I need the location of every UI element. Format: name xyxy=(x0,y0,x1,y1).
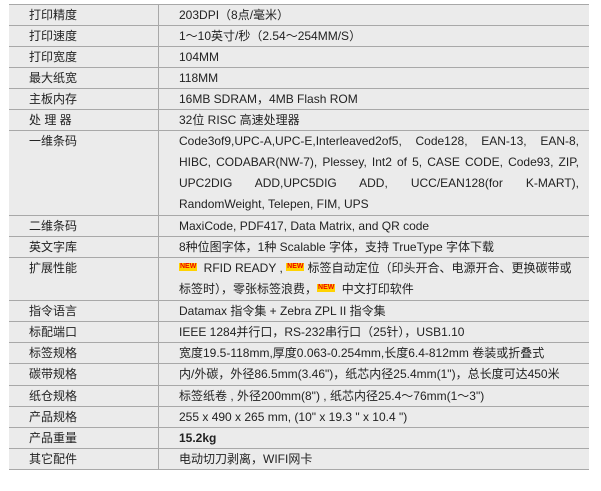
table-row: 一维条码 Code3of9,UPC-A,UPC-E,Interleaved2of5… xyxy=(9,130,589,216)
spec-value: 118MM xyxy=(158,67,589,89)
new-badge-icon: NEW xyxy=(286,263,305,271)
spec-value: 104MM xyxy=(158,46,589,68)
spec-value: 8种位图字体，1种 Scalable 字体，支持 TrueType 字体下载 xyxy=(158,236,589,258)
spec-label: 标签规格 xyxy=(9,342,159,364)
spec-label: 打印速度 xyxy=(9,25,159,47)
table-row: 纸仓规格 标签纸卷 , 外径200mm(8") , 纸芯内径25.4～76mm(1… xyxy=(9,385,589,407)
spec-label: 打印精度 xyxy=(9,4,159,26)
spec-label: 扩展性能 xyxy=(9,257,159,301)
spec-label: 纸仓规格 xyxy=(9,385,159,407)
spec-label: 打印宽度 xyxy=(9,46,159,68)
spec-table: 打印精度 203DPI（8点/毫米） 打印速度 1～10英寸/秒（2.54～254M… xyxy=(9,4,589,470)
table-row: 产品规格 255 x 490 x 265 mm, (10" x 19.3 " x … xyxy=(9,406,589,428)
spec-label: 产品规格 xyxy=(9,406,159,428)
table-row: 标签规格 宽度19.5-118mm,厚度0.063-0.254mm,长度6.4-8… xyxy=(9,342,589,364)
spec-value: Code3of9,UPC-A,UPC-E,Interleaved2of5, Co… xyxy=(179,134,579,211)
spec-label: 最大纸宽 xyxy=(9,67,159,89)
spec-value: NEW RFID READY , NEW 标签自动定位（印头开合、电源开合、更换碳… xyxy=(179,258,579,300)
table-row: 扩展性能 NEW RFID READY , NEW 标签自动定位（印头开合、电源开合… xyxy=(9,257,589,301)
spec-label: 英文字库 xyxy=(9,236,159,258)
spec-value: 203DPI（8点/毫米） xyxy=(158,4,589,26)
spec-value: MaxiCode, PDF417, Data Matrix, and QR co… xyxy=(158,215,589,237)
spec-value: 宽度19.5-118mm,厚度0.063-0.254mm,长度6.4-812mm… xyxy=(158,342,589,364)
table-row: 二维条码 MaxiCode, PDF417, Data Matrix, and Q… xyxy=(9,215,589,237)
table-row: 最大纸宽 118MM xyxy=(9,67,589,89)
spec-label: 碳带规格 xyxy=(9,363,159,386)
spec-value: Datamax 指令集 + Zebra ZPL II 指令集 xyxy=(158,300,589,322)
spec-value: 255 x 490 x 265 mm, (10" x 19.3 " x 10.4… xyxy=(158,406,589,428)
table-row: 标配端口 IEEE 1284并行口，RS-232串行口（25针），USB1.10 xyxy=(9,321,589,343)
table-row: 主板内存 16MB SDRAM，4MB Flash ROM xyxy=(9,88,589,110)
spec-label: 处 理 器 xyxy=(9,109,159,131)
spec-label: 主板内存 xyxy=(9,88,159,110)
spec-label: 二维条码 xyxy=(9,215,159,237)
new-badge-icon: NEW xyxy=(317,284,336,292)
table-row: 碳带规格 内/外碳，外径86.5mm(3.46")，纸芯内径25.4mm(1")，… xyxy=(9,363,589,386)
new-badge-icon: NEW xyxy=(179,263,198,271)
table-row: 指令语言 Datamax 指令集 + Zebra ZPL II 指令集 xyxy=(9,300,589,322)
table-row: 打印速度 1～10英寸/秒（2.54～254MM/S） xyxy=(9,25,589,47)
spec-value: 标签纸卷 , 外径200mm(8") , 纸芯内径25.4～76mm(1～3") xyxy=(158,385,589,407)
table-row: 打印精度 203DPI（8点/毫米） xyxy=(9,4,589,26)
spec-value: 16MB SDRAM，4MB Flash ROM xyxy=(158,88,589,110)
table-row: 产品重量 15.2kg xyxy=(9,427,589,449)
spec-value: 1～10英寸/秒（2.54～254MM/S） xyxy=(158,25,589,47)
table-row: 其它配件 电动切刀剥离，WIFI网卡 xyxy=(9,448,589,470)
feature-chinese-software: 中文打印软件 xyxy=(338,282,414,296)
spec-label: 产品重量 xyxy=(9,427,159,449)
spec-value: IEEE 1284并行口，RS-232串行口（25针），USB1.10 xyxy=(158,321,589,343)
spec-label: 一维条码 xyxy=(9,130,159,216)
spec-value: 电动切刀剥离，WIFI网卡 xyxy=(158,448,589,470)
spec-label: 指令语言 xyxy=(9,300,159,322)
spec-label: 标配端口 xyxy=(9,321,159,343)
spec-value: 内/外碳，外径86.5mm(3.46")，纸芯内径25.4mm(1")，总长度可… xyxy=(179,367,560,381)
table-row: 英文字库 8种位图字体，1种 Scalable 字体，支持 TrueType 字体… xyxy=(9,236,589,258)
table-row: 处 理 器 32位 RISC 高速处理器 xyxy=(9,109,589,131)
table-row: 打印宽度 104MM xyxy=(9,46,589,68)
spec-label: 其它配件 xyxy=(9,448,159,470)
feature-rfid: RFID READY , xyxy=(200,261,287,275)
feature-auto-position: 标签自动定位（印头开合、电源开合、更换碳带或标签时），零张标签浪费， xyxy=(179,261,572,296)
spec-value: 15.2kg xyxy=(158,427,589,449)
spec-value: 32位 RISC 高速处理器 xyxy=(158,109,589,131)
